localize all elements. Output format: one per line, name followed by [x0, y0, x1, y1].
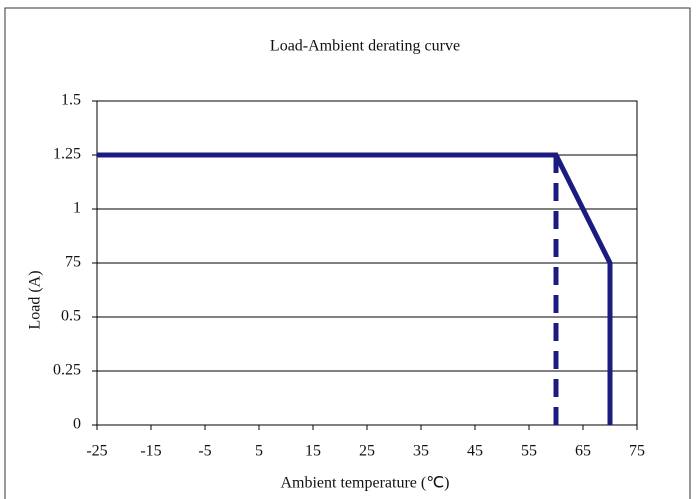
x-tick-label: 25 [359, 443, 375, 460]
chart-title: Load-Ambient derating curve [270, 38, 460, 55]
y-tick-label: 1.5 [61, 92, 81, 109]
y-tick-label: 0 [73, 416, 81, 433]
x-tick-label: -25 [86, 443, 107, 460]
y-tick-label: 75 [65, 254, 81, 271]
x-tick-label: -5 [198, 443, 211, 460]
x-tick-label: 75 [629, 443, 645, 460]
series-line [97, 152, 613, 425]
x-tick-label: 55 [521, 443, 537, 460]
x-tick-label: -15 [140, 443, 161, 460]
y-tick-label: 0.25 [53, 362, 81, 379]
x-axis-label: Ambient temperature (℃) [280, 475, 449, 492]
y-tick-label: 1.25 [53, 146, 81, 163]
chart-border [4, 7, 691, 499]
x-tick-label: 15 [305, 443, 321, 460]
y-axis-label: Load (A) [27, 270, 44, 329]
x-tick-label: 35 [413, 443, 429, 460]
y-tick-label: 0.5 [61, 308, 81, 325]
x-tick-label: 5 [255, 443, 263, 460]
x-tick-label: 45 [467, 443, 483, 460]
x-tick-label: 65 [575, 443, 591, 460]
y-tick-label: 1 [73, 200, 81, 217]
